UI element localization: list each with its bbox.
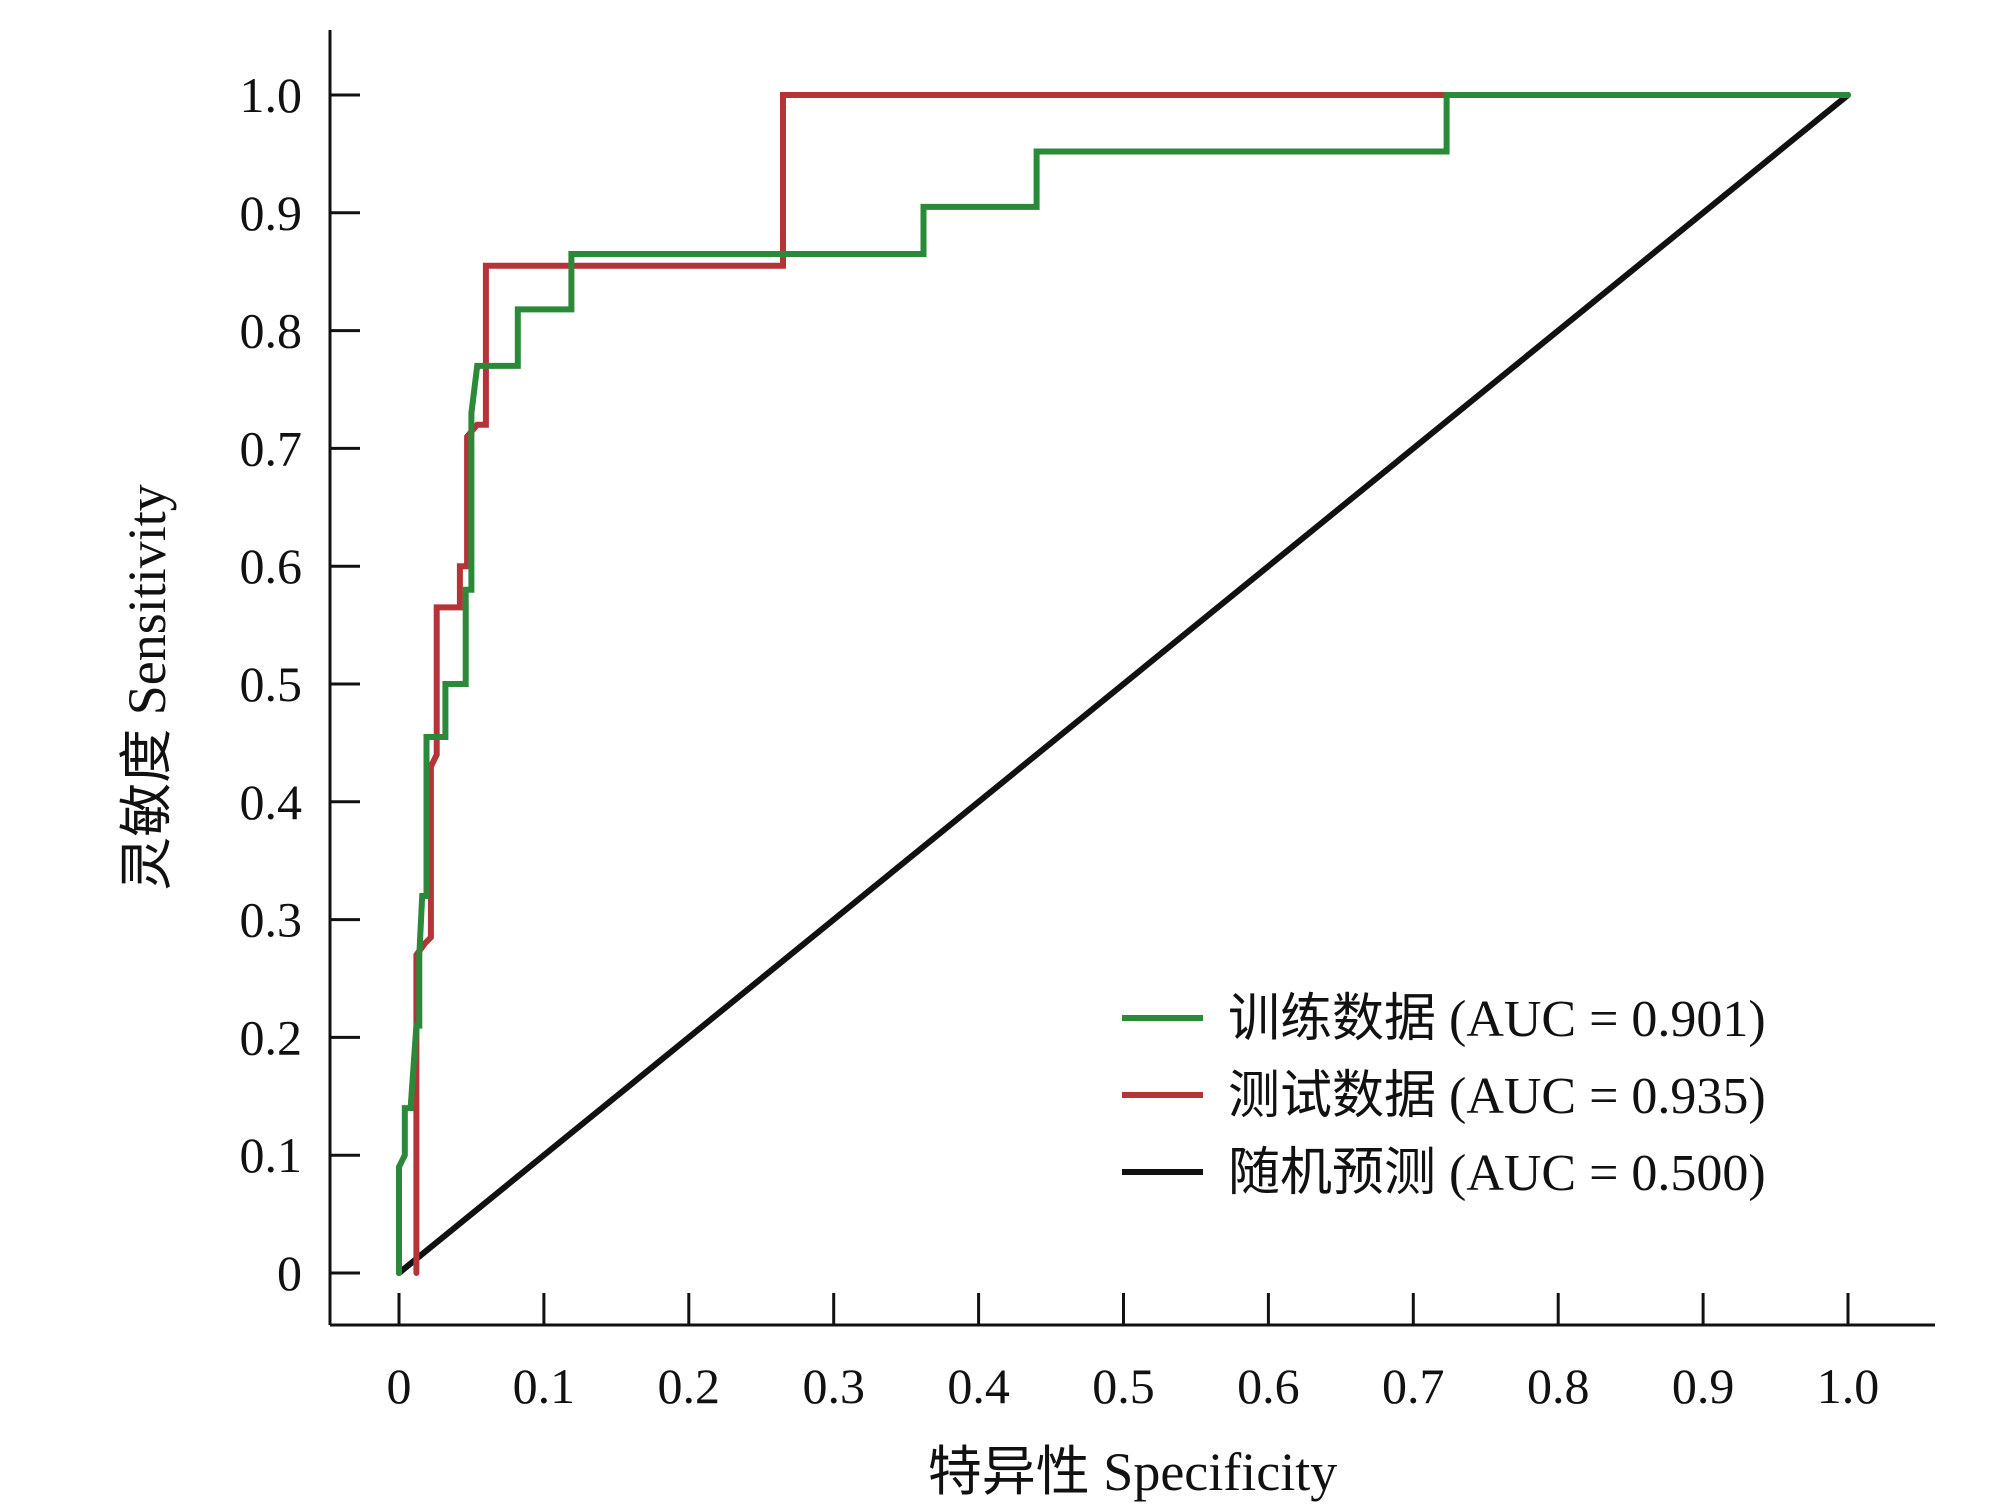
x-tick-label: 0.1 — [513, 1358, 576, 1414]
series-line-2 — [413, 92, 1450, 1276]
series-line-1 — [396, 92, 1851, 1276]
x-tick-label: 0.3 — [802, 1358, 865, 1414]
y-tick-label: 0.3 — [240, 892, 303, 948]
x-tick-label: 0.6 — [1237, 1358, 1300, 1414]
legend-item-3: 随机预测 (AUC = 0.500) — [1122, 1145, 1766, 1202]
y-tick-label: 0.6 — [240, 538, 303, 594]
y-tick-label: 0.7 — [240, 420, 303, 476]
y-tick-label: 0.8 — [240, 303, 303, 359]
x-tick-label: 0.7 — [1382, 1358, 1445, 1414]
y-tick-label: 0.4 — [240, 774, 303, 830]
x-tick-label: 0.5 — [1092, 1358, 1155, 1414]
x-tick-label: 0.8 — [1527, 1358, 1590, 1414]
series-layer — [396, 92, 1851, 1276]
x-axis-title: 特异性 Specificity — [928, 1442, 1337, 1502]
legend: 训练数据 (AUC = 0.901) 测试数据 (AUC = 0.935) 随机预测… — [1122, 991, 1766, 1202]
y-tick-label: 0 — [277, 1245, 302, 1301]
x-tick-label: 0.9 — [1672, 1358, 1735, 1414]
legend-label: 测试数据 (AUC = 0.935) — [1228, 1068, 1766, 1125]
legend-label: 训练数据 (AUC = 0.901) — [1228, 991, 1766, 1048]
x-tick-label: 0.4 — [947, 1358, 1010, 1414]
y-tick-label: 0.5 — [240, 656, 303, 712]
legend-item-2: 测试数据 (AUC = 0.935) — [1122, 1068, 1766, 1125]
y-tick-label: 0.2 — [240, 1009, 303, 1065]
y-tick-label: 0.9 — [240, 185, 303, 241]
x-tick-label: 0 — [387, 1358, 412, 1414]
y-axis-title: 灵敏度 Sensitivity — [117, 484, 177, 891]
x-tick-label: 0.2 — [658, 1358, 721, 1414]
legend-item-1: 训练数据 (AUC = 0.901) — [1122, 991, 1766, 1048]
y-tick-label: 0.1 — [240, 1127, 303, 1183]
legend-label: 随机预测 (AUC = 0.500) — [1228, 1145, 1766, 1202]
series-line-3 — [396, 92, 1851, 1276]
axes: 0 0.1 0.2 0.3 0.4 0.5 0.6 0.7 0.8 0.9 1.0 0 0.1 0.2 0.… — [240, 30, 1935, 1414]
y-tick-label: 1.0 — [240, 67, 303, 123]
x-tick-label: 1.0 — [1817, 1358, 1880, 1414]
